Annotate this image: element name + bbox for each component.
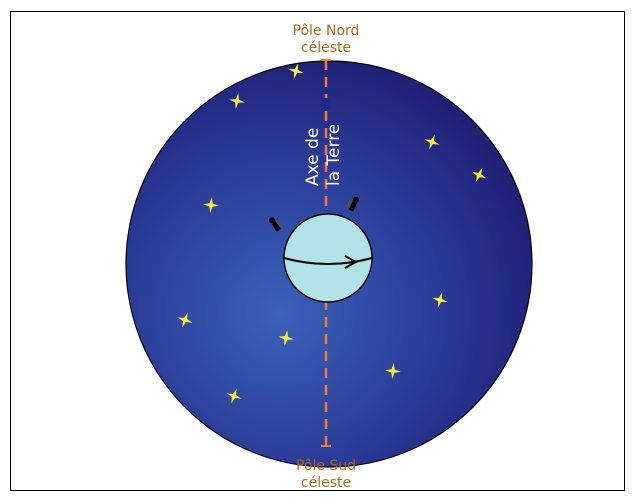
earth-rotation-arrow [283,257,373,265]
axis-label-group: Axe de la Terre [303,124,344,186]
axis-label-line1: Axe de [303,128,323,186]
observer-left-icon [268,217,283,232]
figure-frame [10,11,625,491]
north-pole-label-line1: Pôle Nord [293,23,360,39]
north-pole-label-line2: céleste [301,40,351,56]
south-pole-label-line2: céleste [301,475,351,491]
arrow-head-icon [344,255,359,269]
earth [283,213,373,303]
axis-marker [321,98,331,110]
south-pole-label-line1: Pôle Sud [296,458,356,474]
axis-label-line2: la Terre [324,124,344,186]
observer-right-icon [346,196,359,212]
